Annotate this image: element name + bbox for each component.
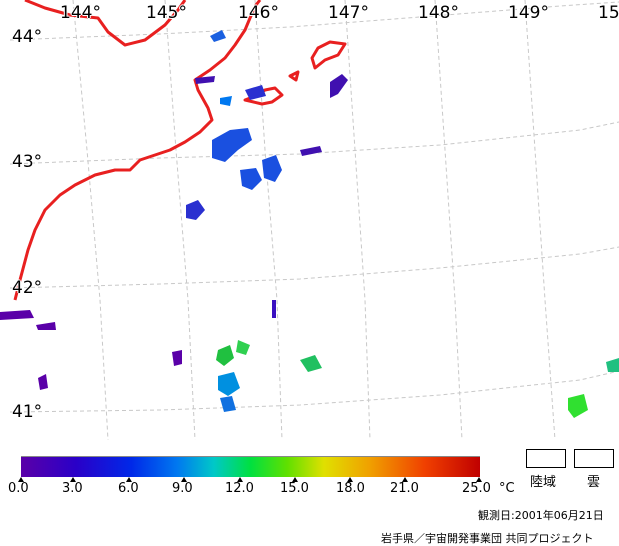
colorbar-tick [237,477,243,482]
colorbar-tick-label: 6.0 [118,481,139,496]
colorbar-tick [292,477,298,482]
latitude-label: 44° [12,27,43,47]
sst-map [0,0,619,440]
longitude-label: 147° [328,3,369,23]
coastline [13,0,347,301]
colorbar-tick [476,477,482,482]
cloud-legend-swatch [574,449,614,468]
latitude-label: 41° [12,402,43,422]
longitude-label: 149° [508,3,549,23]
latitude-label: 42° [12,278,43,298]
colorbar-tick [347,477,353,482]
colorbar-tick-label: 0.0 [8,481,29,496]
credit-line: 岩手県／宇宙開発事業団 共同プロジェクト [381,532,594,545]
land-legend-swatch [526,449,566,468]
colorbar-tick-label: 3.0 [62,481,83,496]
colorbar-tick-label: 15.0 [280,481,309,496]
sst-patches [0,30,619,418]
longitude-label: 144° [60,3,101,23]
colorbar-tick [18,477,24,482]
colorbar-unit: °C [499,481,515,496]
colorbar-tick-label: 18.0 [336,481,365,496]
latitude-label: 43° [12,152,43,172]
temperature-colorbar [21,456,480,477]
observation-date: 観測日:2001年06月21日 [478,509,604,522]
colorbar-tick-label: 21.0 [390,481,419,496]
longitude-label: 146° [238,3,279,23]
longitude-label: 145° [146,3,187,23]
longitude-label: 15 [598,3,619,23]
colorbar-tick-label: 12.0 [225,481,254,496]
colorbar-tick [70,477,76,482]
longitude-label: 148° [418,3,459,23]
colorbar-tick-label: 9.0 [172,481,193,496]
colorbar-tick [402,477,408,482]
cloud-legend-label: 雲 [587,475,601,490]
colorbar-tick [126,477,132,482]
graticule [9,0,619,440]
colorbar-tick [181,477,187,482]
land-legend-label: 陸域 [530,475,557,490]
colorbar-tick-label: 25.0 [462,481,491,496]
